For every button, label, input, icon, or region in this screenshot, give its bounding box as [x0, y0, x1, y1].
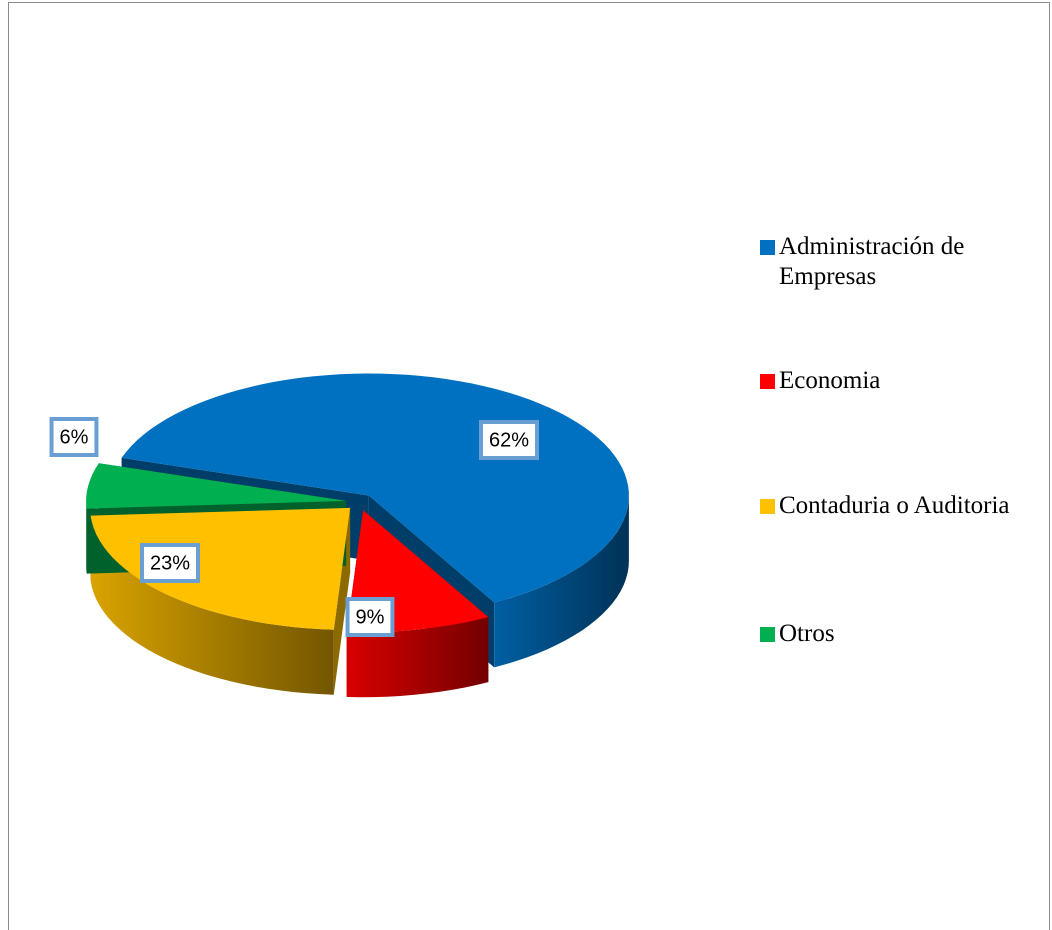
data-label-box	[49, 417, 99, 457]
data-label: 9%	[356, 606, 385, 628]
data-label-box	[345, 597, 395, 637]
legend-item: Administración de Empresas	[760, 232, 1050, 292]
legend-swatch	[760, 627, 775, 642]
slice-wall	[86, 500, 87, 574]
slice	[86, 463, 347, 509]
data-label: 6%	[60, 426, 89, 448]
legend-label: Administración de Empresas	[779, 233, 965, 290]
legend-swatch	[760, 499, 775, 514]
legend-swatch	[760, 374, 775, 389]
data-label-box	[478, 420, 540, 460]
legend-swatch	[760, 240, 775, 255]
legend-item: Economia	[760, 366, 1050, 396]
slice	[90, 507, 351, 630]
chart-border	[8, 2, 1050, 930]
legend-label: Economia	[779, 367, 881, 394]
data-label: 62%	[489, 429, 529, 451]
data-label: 23%	[150, 552, 190, 574]
slice-wall	[346, 617, 489, 698]
slice-wall	[90, 515, 334, 695]
legend-label: Otros	[779, 620, 835, 647]
slice-wall	[494, 495, 629, 668]
legend-label: Contaduria o Auditoria	[779, 492, 1010, 519]
data-label-box	[139, 543, 201, 583]
legend-item: Contaduria o Auditoria	[760, 491, 1050, 521]
legend-item: Otros	[760, 619, 1050, 649]
